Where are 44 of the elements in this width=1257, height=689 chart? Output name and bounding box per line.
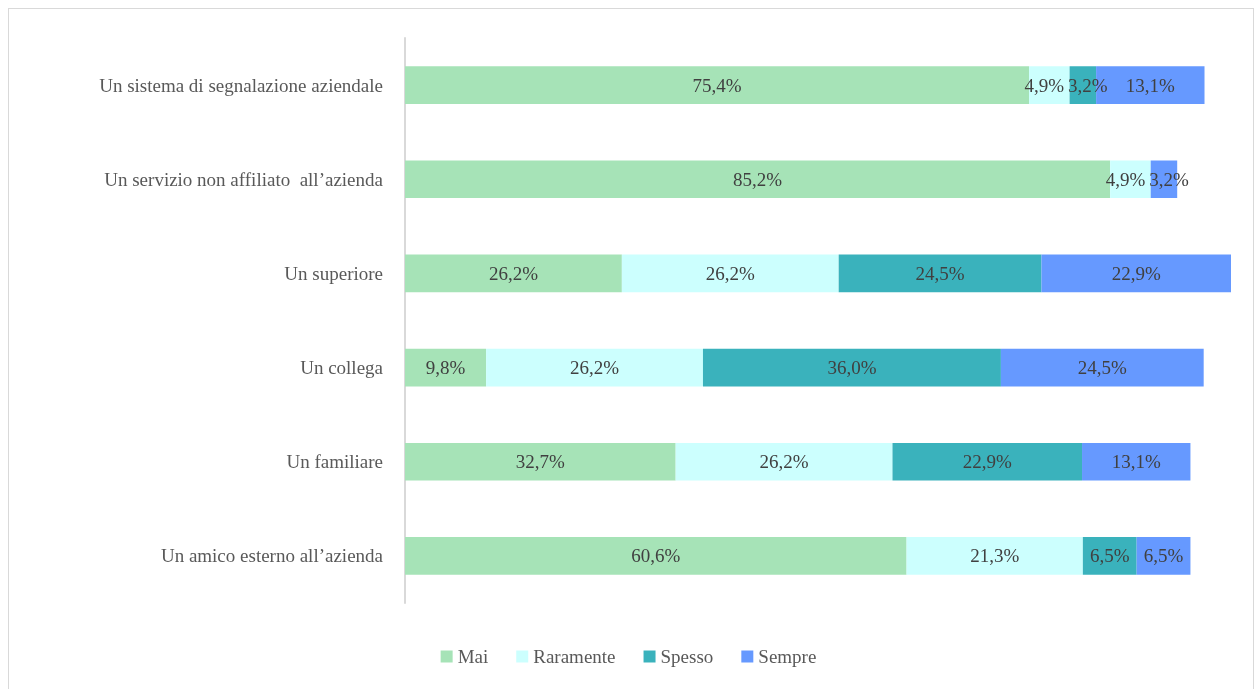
legend-label: Raramente (533, 646, 616, 667)
data-label: 26,2% (569, 357, 620, 379)
bar (405, 442, 676, 481)
data-label: 26,2% (488, 262, 539, 284)
data-label: 22,9% (962, 451, 1012, 473)
data-label: 13,1% (1111, 451, 1161, 473)
data-label: 6,5% (1089, 545, 1130, 567)
legend-label: Mai (457, 646, 489, 667)
y-tick-label: Un superiore (284, 262, 383, 284)
bar (621, 254, 839, 293)
data-label: 60,6% (631, 545, 681, 567)
legend-label: Spesso (660, 646, 714, 667)
y-tick-label: Un amico esterno all’azienda (160, 545, 384, 567)
y-tick-label: Un servizio non affiliato all’azienda (104, 168, 384, 190)
bar (405, 537, 907, 575)
y-tick-label: Un collega (300, 357, 384, 379)
bar (675, 442, 893, 481)
data-label: 4,9% (1024, 74, 1065, 96)
data-label: 32,7% (515, 451, 566, 473)
y-tick-label: Un familiare (286, 451, 383, 473)
data-label: 24,5% (1077, 357, 1128, 379)
bar (906, 537, 1083, 575)
legend-label: Sempre (758, 646, 817, 667)
data-label: 26,2% (759, 451, 809, 473)
data-label: 21,3% (970, 545, 1020, 567)
bar (892, 442, 1083, 481)
bar (1000, 348, 1204, 387)
data-label: 22,9% (1111, 262, 1161, 284)
y-tick-label: Un sistema di segnalazione aziendale (99, 74, 383, 96)
bar (1041, 254, 1231, 293)
data-label: 75,4% (692, 74, 742, 96)
bar (405, 254, 622, 293)
data-label: 4,9% (1105, 168, 1146, 190)
data-label: 26,2% (705, 262, 755, 284)
data-label: 85,2% (733, 168, 783, 190)
bar (486, 348, 703, 387)
data-label: 24,5% (915, 262, 965, 284)
bar (838, 254, 1042, 293)
data-label: 9,8% (425, 357, 466, 379)
data-label: 36,0% (827, 357, 877, 379)
bar (702, 348, 1001, 387)
data-label: 13,1% (1125, 74, 1176, 96)
data-label: 6,5% (1143, 545, 1184, 567)
bar (1082, 442, 1191, 481)
